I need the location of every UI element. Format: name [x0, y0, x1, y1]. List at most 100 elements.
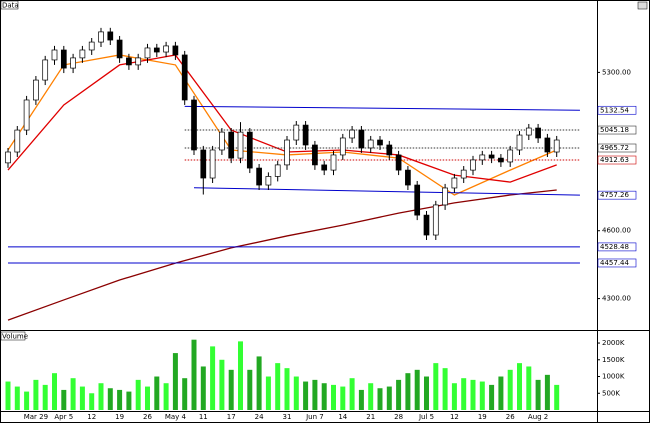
- volume-bar: [442, 368, 448, 410]
- x-tick-label: Mar 29: [24, 413, 48, 421]
- candle-body: [479, 154, 486, 161]
- volume-bar: [228, 369, 234, 410]
- level-label: 4757.26: [600, 191, 629, 199]
- candle-body: [312, 144, 318, 166]
- candle-body: [51, 49, 58, 61]
- candle-body: [339, 137, 346, 156]
- candle-body: [126, 57, 132, 66]
- y-tick-label: 5300.00: [602, 68, 631, 76]
- level-label: 5132.54: [600, 106, 629, 114]
- volume-bar: [386, 386, 392, 410]
- y-tick-label: 4300.00: [602, 295, 631, 303]
- volume-bar: [368, 383, 374, 410]
- x-tick-label: Aug 2: [528, 413, 548, 421]
- candle-body: [200, 149, 207, 179]
- volume-bar: [79, 386, 85, 410]
- volume-bar: [256, 356, 262, 410]
- volume-bar: [554, 384, 560, 410]
- y-tick-label: 1500K: [602, 356, 625, 364]
- candle-body: [377, 139, 383, 146]
- candle-body: [302, 124, 309, 146]
- panel-title: Volume: [2, 333, 28, 341]
- corner-icon: [637, 1, 648, 10]
- candle-body: [172, 45, 179, 56]
- candle-body: [274, 164, 281, 177]
- candle-body: [256, 167, 262, 186]
- volume-bar: [24, 391, 30, 410]
- title-box: [0, 331, 26, 341]
- volume-bar: [517, 363, 522, 410]
- level-line: [184, 105, 580, 111]
- volume-bar: [396, 379, 402, 410]
- candle-body: [23, 99, 30, 131]
- candle-body: [507, 149, 514, 163]
- candle-body: [553, 139, 560, 153]
- level-label-box: [597, 258, 637, 268]
- x-tick-label: 19: [115, 413, 124, 421]
- level-line: [193, 187, 580, 196]
- level-label-box: [597, 105, 637, 115]
- volume-bar: [293, 376, 299, 410]
- candle-body: [70, 57, 76, 69]
- candle-body: [395, 154, 402, 171]
- level-label-box: [597, 190, 637, 200]
- candle-body: [525, 127, 532, 136]
- volume-bar: [544, 374, 550, 410]
- candle-body: [488, 154, 495, 159]
- x-tick-label: 26: [143, 413, 152, 421]
- volume-bar: [498, 376, 504, 410]
- x-tick-label: Jun 7: [305, 413, 324, 421]
- x-tick-label: 21: [366, 413, 375, 421]
- volume-bar: [451, 383, 457, 410]
- volume-bar: [284, 368, 290, 410]
- volume-bar: [219, 359, 225, 410]
- candle-body: [265, 176, 272, 186]
- volume-bar: [247, 369, 253, 410]
- volume-bar: [321, 383, 327, 410]
- level-label-box: [597, 143, 637, 153]
- volume-bar: [507, 369, 513, 410]
- volume-bar: [349, 378, 355, 410]
- volume-bar: [98, 383, 104, 410]
- candle-body: [228, 131, 235, 159]
- volume-bar: [405, 373, 411, 410]
- candle-body: [349, 129, 355, 139]
- x-tick-label: 17: [227, 413, 236, 421]
- volume-bar: [191, 339, 197, 410]
- volume-bar: [52, 373, 57, 410]
- volume-bar: [210, 346, 216, 410]
- candle-body: [330, 154, 337, 171]
- candle-body: [451, 177, 458, 189]
- volume-bar: [265, 376, 271, 410]
- volume-bar: [489, 384, 495, 410]
- volume-bar: [200, 366, 206, 410]
- level-label: 4528.48: [600, 243, 629, 251]
- candle-body: [181, 54, 188, 101]
- x-tick-label: 24: [255, 413, 264, 421]
- candle-body: [191, 99, 197, 151]
- volume-bar: [526, 366, 532, 410]
- y-tick-label: 1000K: [602, 373, 625, 381]
- candle-body: [107, 31, 114, 41]
- candle-body: [5, 151, 11, 164]
- x-tick-label: 12: [450, 413, 459, 421]
- candle-body: [414, 184, 421, 216]
- candle-body: [321, 164, 328, 171]
- candle-body: [219, 131, 225, 151]
- volume-bar: [535, 379, 541, 410]
- candle-body: [135, 57, 142, 66]
- volume-bar: [154, 376, 160, 410]
- x-tick-label: 11: [199, 413, 208, 421]
- candle-body: [88, 41, 95, 51]
- level-label-box: [597, 125, 637, 135]
- x-tick-label: May 4: [165, 413, 187, 421]
- candle-body: [237, 131, 244, 159]
- x-tick-label: Jul 5: [418, 413, 434, 421]
- volume-bar: [14, 386, 20, 410]
- y-tick-label: 4600.00: [602, 227, 631, 235]
- candle-body: [442, 187, 448, 206]
- volume-bar: [312, 379, 318, 410]
- y-tick-label: 500K: [602, 389, 620, 397]
- candle-body: [42, 59, 49, 81]
